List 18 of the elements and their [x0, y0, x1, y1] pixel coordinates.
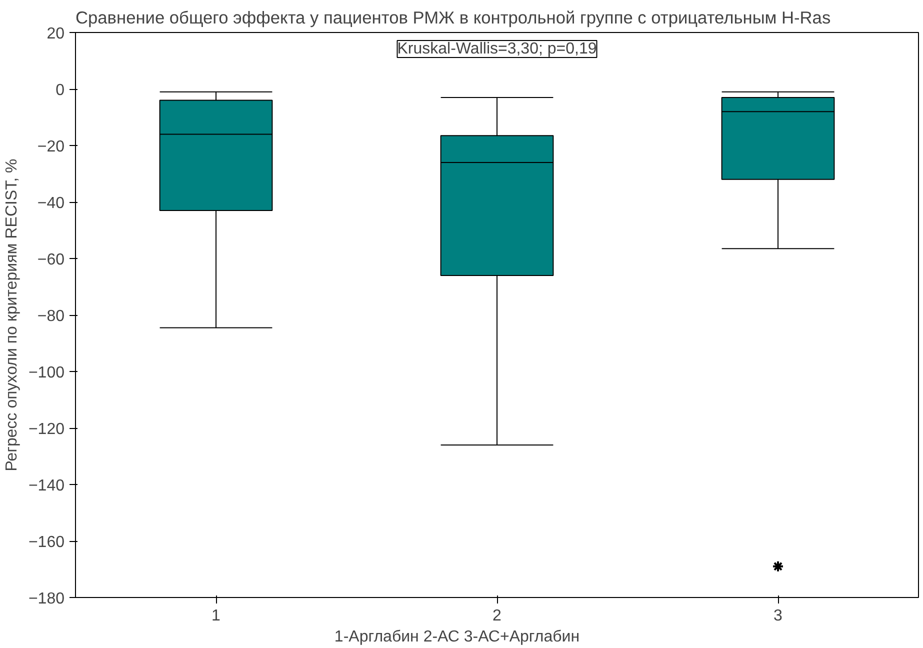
- y-tick-label: −40: [37, 195, 65, 212]
- y-tick-label: −60: [37, 252, 65, 268]
- y-tick-label: −180: [28, 590, 65, 608]
- x-tick-label: 2: [492, 608, 502, 624]
- y-tick-label: 20: [46, 26, 65, 42]
- x-axis-title: 1-Арглабин 2-АС 3-АС+Арглабин: [334, 628, 580, 646]
- y-tick-label: −160: [28, 534, 65, 551]
- y-tick-label: −100: [28, 364, 65, 382]
- y-axis-title: Регресс опухоли по критериям RECIST, %: [3, 158, 20, 472]
- y-tick-label: −140: [28, 478, 65, 494]
- y-tick-label: −120: [28, 421, 65, 438]
- y-tick-label: 0: [56, 82, 65, 99]
- x-tick-label: 1: [212, 608, 221, 624]
- x-tick-label: 3: [774, 608, 783, 624]
- annotation: Kruskal-Wallis=3,30; p=0,19: [397, 40, 597, 58]
- y-tick-label: −80: [37, 308, 65, 325]
- y-tick-label: −20: [37, 138, 65, 156]
- chart-title: Сравнение общего эффекта у пациентов РМЖ в контрольной группе с отрицательным H-Ras: [76, 8, 831, 28]
